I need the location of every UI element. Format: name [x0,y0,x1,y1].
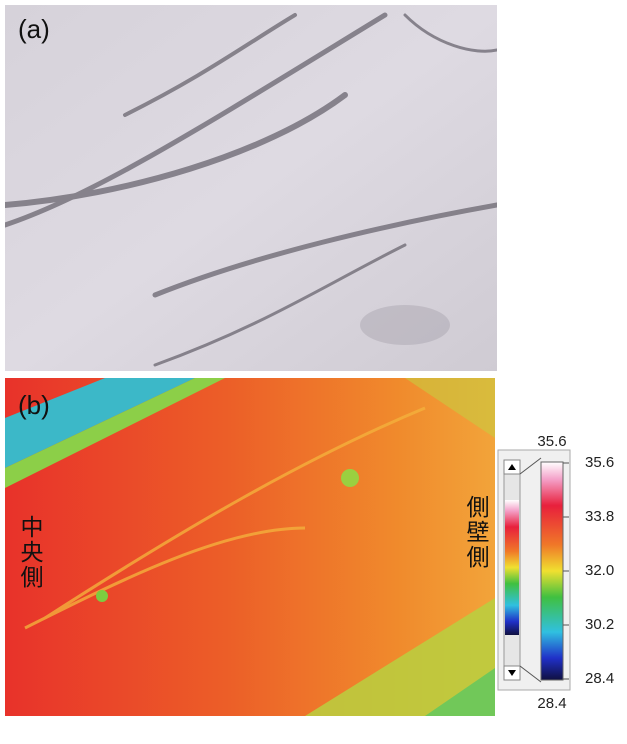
photo-panel [5,5,497,371]
tick-label: 33.8 [585,508,614,525]
tick-label: 35.6 [585,454,614,471]
panel-label: (b) [18,390,50,421]
side-label: 側壁側 [458,495,492,570]
range-max-label: 35.6 [537,433,566,450]
side-label: 中央側 [12,515,46,590]
tick-label: 28.4 [585,670,614,687]
panel-label: (a) [18,14,50,45]
tick-label: 30.2 [585,616,614,633]
tick-label: 32.0 [585,562,614,579]
range-min-label: 28.4 [537,695,566,712]
thermal-panel [5,378,495,716]
colorbar: 35.6 28.4 35.6 33.8 32.0 30.2 28.4 [495,430,627,720]
figure: (a) (b) 中央側 側壁側 35.6 28.4 35.6 33.8 32.0 30.2… [0,0,627,744]
